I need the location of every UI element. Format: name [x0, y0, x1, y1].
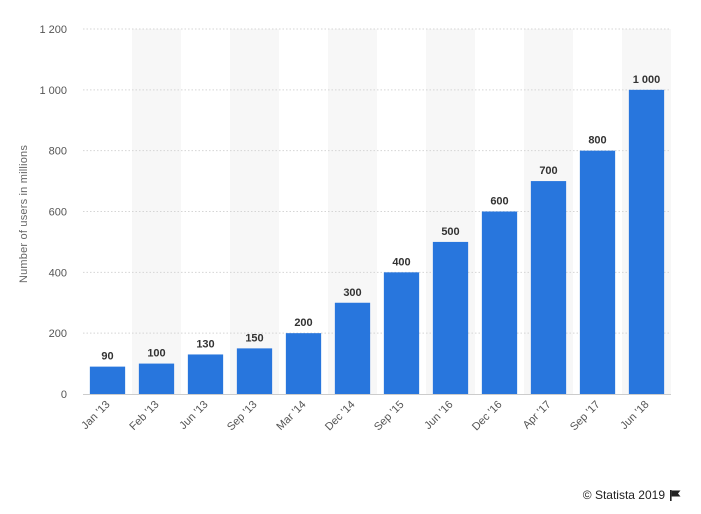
gridlines — [83, 28, 671, 395]
value-label: 700 — [539, 165, 557, 177]
y-tick-label: 800 — [49, 146, 67, 158]
bar — [89, 366, 126, 394]
bar — [383, 272, 420, 394]
x-tick-label: Apr '17 — [521, 399, 554, 432]
bar — [236, 348, 273, 394]
x-tick-label: Sep '13 — [225, 399, 260, 434]
x-tick-label: Sep '15 — [372, 399, 407, 434]
x-tick-label: Mar '14 — [274, 399, 308, 433]
x-tick-label: Jun '18 — [618, 399, 651, 432]
bars — [89, 89, 665, 394]
x-tick-label: Jun '16 — [422, 399, 455, 432]
value-label: 500 — [441, 226, 459, 238]
bar — [432, 241, 469, 394]
y-tick-label: 400 — [49, 267, 67, 279]
bar — [334, 302, 371, 394]
bar — [481, 211, 518, 394]
x-axis-ticks: Jan '13 Feb '13 Jun '13 Sep '13 Mar '14 Dec '… — [79, 399, 651, 434]
value-label: 90 — [101, 351, 113, 363]
value-label: 400 — [392, 256, 410, 268]
y-axis-label: Number of users in millions — [18, 144, 30, 284]
value-label: 600 — [490, 196, 508, 208]
bar — [530, 181, 567, 394]
value-label: 100 — [147, 348, 165, 360]
value-labels: 90 100 130 150 200 300 400 500 600 700 800 1 000 — [101, 74, 660, 363]
value-label: 300 — [343, 287, 361, 299]
y-axis-ticks: 0 200 400 600 800 1 000 1 200 — [39, 24, 67, 401]
value-label: 150 — [245, 332, 263, 344]
bar — [187, 354, 224, 394]
y-tick-label: 600 — [49, 207, 67, 219]
value-label: 130 — [196, 338, 214, 350]
y-tick-label: 200 — [49, 328, 67, 340]
y-tick-label: 1 200 — [39, 24, 67, 36]
bar — [579, 150, 616, 394]
x-tick-label: Sep '17 — [568, 399, 603, 434]
x-tick-label: Dec '16 — [470, 399, 505, 434]
y-tick-label: 1 000 — [39, 85, 67, 97]
bar — [628, 89, 665, 394]
x-tick-label: Feb '13 — [127, 399, 161, 433]
value-label: 200 — [294, 317, 312, 329]
bar — [285, 333, 322, 394]
bar — [138, 363, 175, 394]
x-tick-label: Dec '14 — [323, 399, 358, 434]
value-label: 800 — [588, 135, 606, 147]
y-tick-label: 0 — [61, 389, 67, 401]
credit-text: © Statista 2019 — [582, 488, 665, 502]
value-label: 1 000 — [633, 74, 661, 86]
x-tick-label: Jan '13 — [79, 399, 112, 432]
x-tick-label: Jun '13 — [177, 399, 210, 432]
statista-credit[interactable]: © Statista 2019 — [583, 488, 681, 502]
flag-icon — [670, 489, 681, 501]
